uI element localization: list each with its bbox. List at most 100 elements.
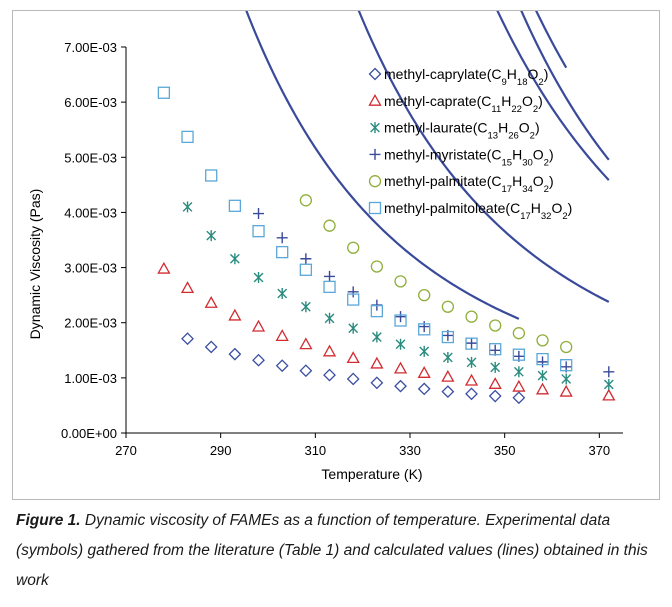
fit-line-methyl-caprate: [357, 11, 610, 303]
data-point-methyl-laurate: [324, 312, 335, 324]
y-axis-title: Dynamic Viscosity (Pas): [27, 189, 43, 340]
data-point-methyl-myristate: [466, 337, 478, 349]
legend-marker-methyl-caprylate: [368, 67, 382, 81]
data-point-methyl-palmitate: [299, 194, 313, 207]
data-point-methyl-caprate: [602, 388, 616, 401]
data-point-methyl-caprate: [346, 351, 360, 364]
legend-item: methyl-laurate(C13H26O2): [370, 120, 540, 142]
data-point-methyl-caprate: [228, 308, 242, 321]
data-point-methyl-laurate: [253, 271, 264, 283]
data-point-methyl-palmitoleate: [536, 352, 549, 366]
data-point-methyl-palmitoleate: [441, 330, 455, 344]
data-point-methyl-caprate: [180, 281, 195, 294]
legend-label: methyl-myristate(C15H30O2): [384, 146, 554, 168]
x-tick-label: 290: [210, 443, 232, 458]
data-point-methyl-palmitate: [347, 241, 360, 254]
data-point-methyl-myristate: [276, 232, 288, 244]
x-tick-label: 350: [494, 443, 516, 458]
caption-text: Dynamic viscosity of FAMEs as a function…: [16, 512, 648, 589]
data-point-methyl-palmitate: [536, 334, 549, 347]
data-point-methyl-laurate: [442, 351, 453, 363]
axes: 0.00E+00 1.00E-03 2.00E-03 3.00E-03 4.00E-03…: [61, 40, 623, 458]
data-point-methyl-caprylate: [204, 340, 218, 354]
y-tick-label: 1.00E-03: [64, 371, 117, 386]
data-point-methyl-caprylate: [370, 376, 384, 390]
data-point-methyl-caprate: [417, 366, 431, 378]
data-point-methyl-myristate: [603, 366, 615, 378]
y-tick-label: 0.00E+00: [61, 426, 117, 441]
fit-line-methyl-palmitoleate: [535, 11, 568, 69]
fit-line-methyl-caprylate: [245, 11, 520, 320]
legend-label: methyl-palmitoleate(C17H32O2): [384, 200, 572, 222]
data-point-methyl-palmitoleate: [394, 314, 407, 327]
data-point-methyl-palmitoleate: [299, 263, 313, 276]
data-point-methyl-laurate: [537, 370, 548, 382]
data-point-methyl-caprate: [157, 261, 171, 274]
fit-line-methyl-laurate: [496, 11, 610, 181]
data-point-methyl-palmitoleate: [347, 293, 360, 306]
legend-item: methyl-caprylate(C9H18O2): [368, 66, 548, 88]
data-point-methyl-palmitate: [370, 260, 384, 273]
y-tick-label: 2.00E-03: [64, 316, 117, 331]
data-point-methyl-laurate: [277, 287, 288, 299]
chart-frame: 0.00E+00 1.00E-03 2.00E-03 3.00E-03 4.00E-03…: [12, 10, 660, 500]
data-point-methyl-palmitoleate: [276, 245, 289, 259]
x-tick-label: 270: [115, 443, 137, 458]
legend-item: methyl-palmitate(C17H34O2): [368, 173, 554, 195]
legend-marker-methyl-myristate: [369, 148, 381, 160]
data-point-methyl-caprate: [535, 382, 550, 395]
data-point-methyl-laurate: [348, 322, 359, 334]
data-point-methyl-palmitoleate: [512, 348, 526, 361]
data-point-methyl-palmitate: [441, 300, 455, 313]
data-point-methyl-caprate: [559, 384, 573, 397]
legend-item: methyl-myristate(C15H30O2): [369, 146, 554, 168]
legend-marker-methyl-laurate: [370, 122, 380, 134]
data-point-methyl-myristate: [324, 270, 336, 282]
data-point-methyl-palmitate: [465, 310, 478, 323]
data-point-methyl-palmitoleate: [465, 337, 478, 350]
legend-label: methyl-caprylate(C9H18O2): [384, 66, 548, 88]
data-point-methyl-palmitoleate: [370, 304, 384, 318]
y-tick-label: 6.00E-03: [64, 95, 117, 110]
data-point-methyl-laurate: [603, 378, 614, 390]
data-point-methyl-caprylate: [488, 389, 502, 403]
data-point-methyl-myristate: [537, 356, 549, 368]
data-point-methyl-palmitoleate: [205, 169, 218, 182]
data-point-methyl-myristate: [300, 253, 312, 265]
data-point-methyl-caprate: [512, 379, 526, 392]
data-point-methyl-palmitoleate: [181, 130, 194, 144]
y-tick-label: 4.00E-03: [64, 205, 117, 220]
data-point-methyl-caprate: [204, 296, 218, 308]
data-point-methyl-caprate: [251, 319, 266, 332]
data-point-methyl-palmitate: [560, 340, 573, 354]
fit-line-methyl-myristate: [520, 11, 610, 161]
data-point-methyl-caprate: [488, 377, 502, 389]
data-point-methyl-palmitoleate: [228, 199, 242, 212]
data-point-methyl-laurate: [229, 253, 240, 265]
data-point-methyl-caprate: [275, 329, 289, 341]
data-point-methyl-palmitate: [394, 275, 407, 288]
caption-label: Figure 1.: [16, 512, 81, 529]
data-point-methyl-caprate: [393, 361, 408, 374]
y-tick-label: 7.00E-03: [64, 40, 117, 55]
legend-label: methyl-palmitate(C17H34O2): [384, 173, 554, 195]
data-point-methyl-caprate: [370, 356, 384, 369]
x-tick-label: 310: [304, 443, 326, 458]
data-point-methyl-myristate: [489, 344, 501, 356]
data-point-methyl-laurate: [182, 201, 193, 213]
legend-item: methyl-palmitoleate(C17H32O2): [368, 200, 572, 222]
y-tick-label: 3.00E-03: [64, 261, 117, 276]
data-point-methyl-laurate: [466, 356, 477, 368]
legend-item: methyl-caprate(C11H22O2): [368, 93, 543, 115]
data-point-methyl-myristate: [253, 208, 265, 220]
data-point-methyl-palmitate: [323, 219, 336, 232]
data-point-methyl-caprylate: [394, 379, 407, 393]
data-point-methyl-caprylate: [417, 382, 431, 396]
figure-caption: Figure 1. Dynamic viscosity of FAMEs as …: [16, 506, 662, 596]
x-tick-label: 370: [588, 443, 610, 458]
data-point-methyl-caprylate: [346, 372, 360, 386]
legend-label: methyl-laurate(C13H26O2): [384, 120, 540, 142]
legend: methyl-caprylate(C9H18O2) methyl-caprate(…: [368, 66, 572, 222]
data-markers: [157, 86, 616, 405]
legend-label: methyl-caprate(C11H22O2): [384, 93, 543, 115]
